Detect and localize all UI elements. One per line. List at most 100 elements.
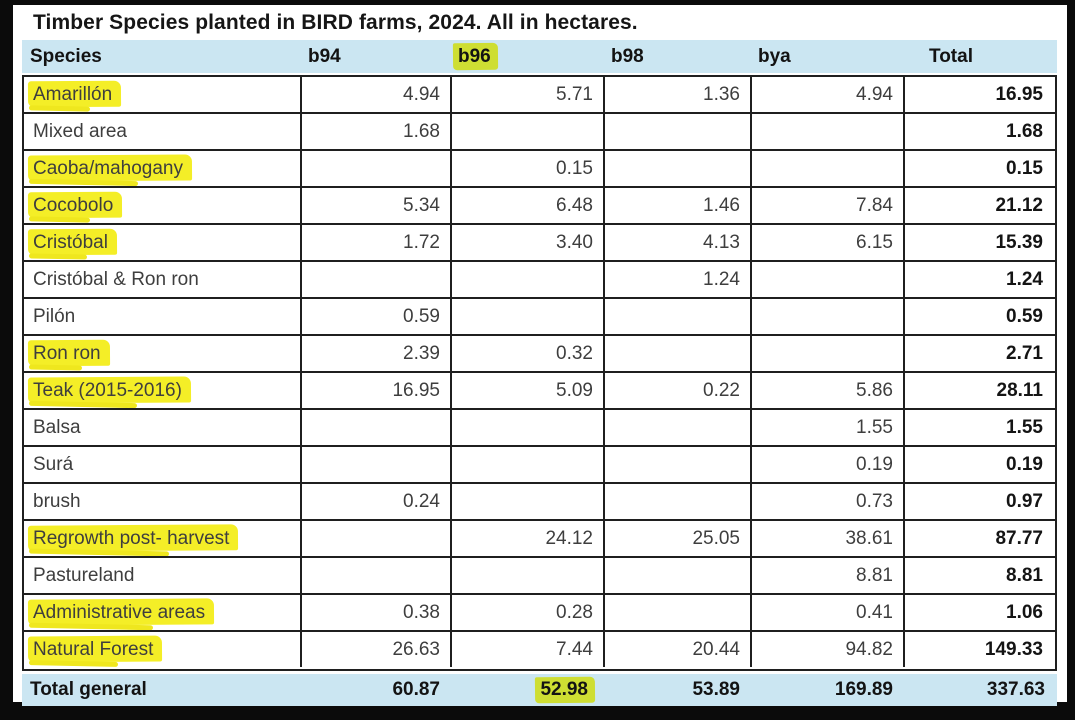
value-cell-b96: 0.15 xyxy=(452,151,605,186)
table-header-row: Species b94 b96 b98 bya Total xyxy=(22,40,1057,73)
value-cell-b96: 3.40 xyxy=(452,225,605,260)
value-cell-bya: 1.55 xyxy=(752,410,905,445)
value-cell-bya xyxy=(752,151,905,186)
total-cell: 15.39 xyxy=(995,232,1043,253)
table-row: Balsa 1.55 1.55 xyxy=(24,410,1055,447)
species-name: Natural Forest xyxy=(30,632,160,667)
table-row: Cocobolo 5.34 6.48 1.46 7.84 21.12 xyxy=(24,188,1055,225)
value-cell-b98 xyxy=(605,410,752,445)
header-b96: b96 xyxy=(450,40,603,73)
species-cell: Administrative areas xyxy=(24,595,302,630)
species-cell: Amarillón xyxy=(24,77,302,112)
value-cell-b96 xyxy=(452,410,605,445)
value-cell-b94 xyxy=(302,151,452,186)
value-cell-b96 xyxy=(452,558,605,593)
species-cell: Caoba/mahogany xyxy=(24,151,302,186)
value-cell-b98: 0.22 xyxy=(605,373,752,408)
table-body: Amarillón 4.94 5.71 1.36 4.94 16.95 Mixe… xyxy=(22,75,1057,671)
header-b96-highlight: b96 xyxy=(455,40,496,73)
value-cell-bya: 0.73 xyxy=(752,484,905,519)
header-b98: b98 xyxy=(611,46,644,67)
value-cell-bya: 8.81 xyxy=(752,558,905,593)
species-cell: Mixed area xyxy=(24,114,302,149)
species-cell: Cristóbal xyxy=(24,225,302,260)
value-cell-b98 xyxy=(605,336,752,371)
total-cell: 1.55 xyxy=(1006,417,1043,438)
species-cell: Pilón xyxy=(24,299,302,334)
table-row: Cristóbal & Ron ron 1.24 1.24 xyxy=(24,262,1055,299)
value-cell-b98: 1.36 xyxy=(605,77,752,112)
value-cell-b96: 5.71 xyxy=(452,77,605,112)
table-row: Surá 0.19 0.19 xyxy=(24,447,1055,484)
value-cell-b96 xyxy=(452,262,605,297)
header-species: Species xyxy=(30,46,102,67)
value-cell-b98 xyxy=(605,595,752,630)
value-cell-b96: 0.28 xyxy=(452,595,605,630)
value-cell-b96 xyxy=(452,299,605,334)
value-cell-b98: 1.46 xyxy=(605,188,752,223)
table-row: Pilón 0.59 0.59 xyxy=(24,299,1055,336)
total-cell: 87.77 xyxy=(995,528,1043,549)
value-cell-b98 xyxy=(605,484,752,519)
value-cell-bya: 38.61 xyxy=(752,521,905,556)
value-cell-bya xyxy=(752,299,905,334)
species-cell: Teak (2015-2016) xyxy=(24,373,302,408)
value-cell-b98: 1.24 xyxy=(605,262,752,297)
total-b98: 53.89 xyxy=(692,679,740,700)
value-cell-bya xyxy=(752,262,905,297)
total-cell: 0.97 xyxy=(1006,491,1043,512)
species-name: Balsa xyxy=(33,417,81,438)
value-cell-b96: 6.48 xyxy=(452,188,605,223)
table-row: Teak (2015-2016) 16.95 5.09 0.22 5.86 28… xyxy=(24,373,1055,410)
value-cell-b94: 26.63 xyxy=(302,632,452,667)
value-cell-bya: 0.19 xyxy=(752,447,905,482)
total-cell: 2.71 xyxy=(1006,343,1043,364)
total-cell: 8.81 xyxy=(1006,565,1043,586)
table-row: Amarillón 4.94 5.71 1.36 4.94 16.95 xyxy=(24,77,1055,114)
grand-total: 337.63 xyxy=(986,679,1045,700)
species-name: Mixed area xyxy=(33,121,127,142)
value-cell-b94: 1.72 xyxy=(302,225,452,260)
total-cell: 28.11 xyxy=(996,380,1044,401)
value-cell-b94: 4.94 xyxy=(302,77,452,112)
header-b94: b94 xyxy=(308,46,341,67)
value-cell-b94 xyxy=(302,447,452,482)
species-name: Cocobolo xyxy=(30,188,120,223)
value-cell-bya: 6.15 xyxy=(752,225,905,260)
value-cell-b94: 5.34 xyxy=(302,188,452,223)
value-cell-b98 xyxy=(605,447,752,482)
species-name: Teak (2015-2016) xyxy=(30,373,189,408)
species-name: Administrative areas xyxy=(30,595,212,630)
value-cell-b94 xyxy=(302,521,452,556)
document-page: Timber Species planted in BIRD farms, 20… xyxy=(13,5,1067,706)
value-cell-bya: 4.94 xyxy=(752,77,905,112)
species-name: Ron ron xyxy=(30,336,108,371)
value-cell-b98 xyxy=(605,114,752,149)
species-name: Amarillón xyxy=(30,77,119,112)
value-cell-b96: 24.12 xyxy=(452,521,605,556)
table-row: Mixed area 1.68 1.68 xyxy=(24,114,1055,151)
species-cell: Cristóbal & Ron ron xyxy=(24,262,302,297)
species-name: Cristóbal & Ron ron xyxy=(33,269,199,290)
table-row: Ron ron 2.39 0.32 2.71 xyxy=(24,336,1055,373)
species-cell: Natural Forest xyxy=(24,632,302,667)
table-row: Pastureland 8.81 8.81 xyxy=(24,558,1055,595)
value-cell-b96: 0.32 xyxy=(452,336,605,371)
table-row: Natural Forest 26.63 7.44 20.44 94.82 14… xyxy=(24,632,1055,669)
table-row: brush 0.24 0.73 0.97 xyxy=(24,484,1055,521)
value-cell-b94: 0.59 xyxy=(302,299,452,334)
total-cell: 149.33 xyxy=(984,639,1043,660)
table-title: Timber Species planted in BIRD farms, 20… xyxy=(33,11,638,34)
value-cell-b98 xyxy=(605,558,752,593)
timber-table: Species b94 b96 b98 bya Total Amarillón … xyxy=(22,40,1057,706)
total-cell: 16.95 xyxy=(995,84,1043,105)
value-cell-b98 xyxy=(605,299,752,334)
total-cell: 21.12 xyxy=(995,195,1043,216)
value-cell-bya: 94.82 xyxy=(752,632,905,667)
species-name: Pastureland xyxy=(33,565,135,586)
value-cell-b98: 20.44 xyxy=(605,632,752,667)
species-name: Regrowth post- harvest xyxy=(30,521,236,556)
table-row: Cristóbal 1.72 3.40 4.13 6.15 15.39 xyxy=(24,225,1055,262)
value-cell-b94 xyxy=(302,262,452,297)
species-cell: Regrowth post- harvest xyxy=(24,521,302,556)
